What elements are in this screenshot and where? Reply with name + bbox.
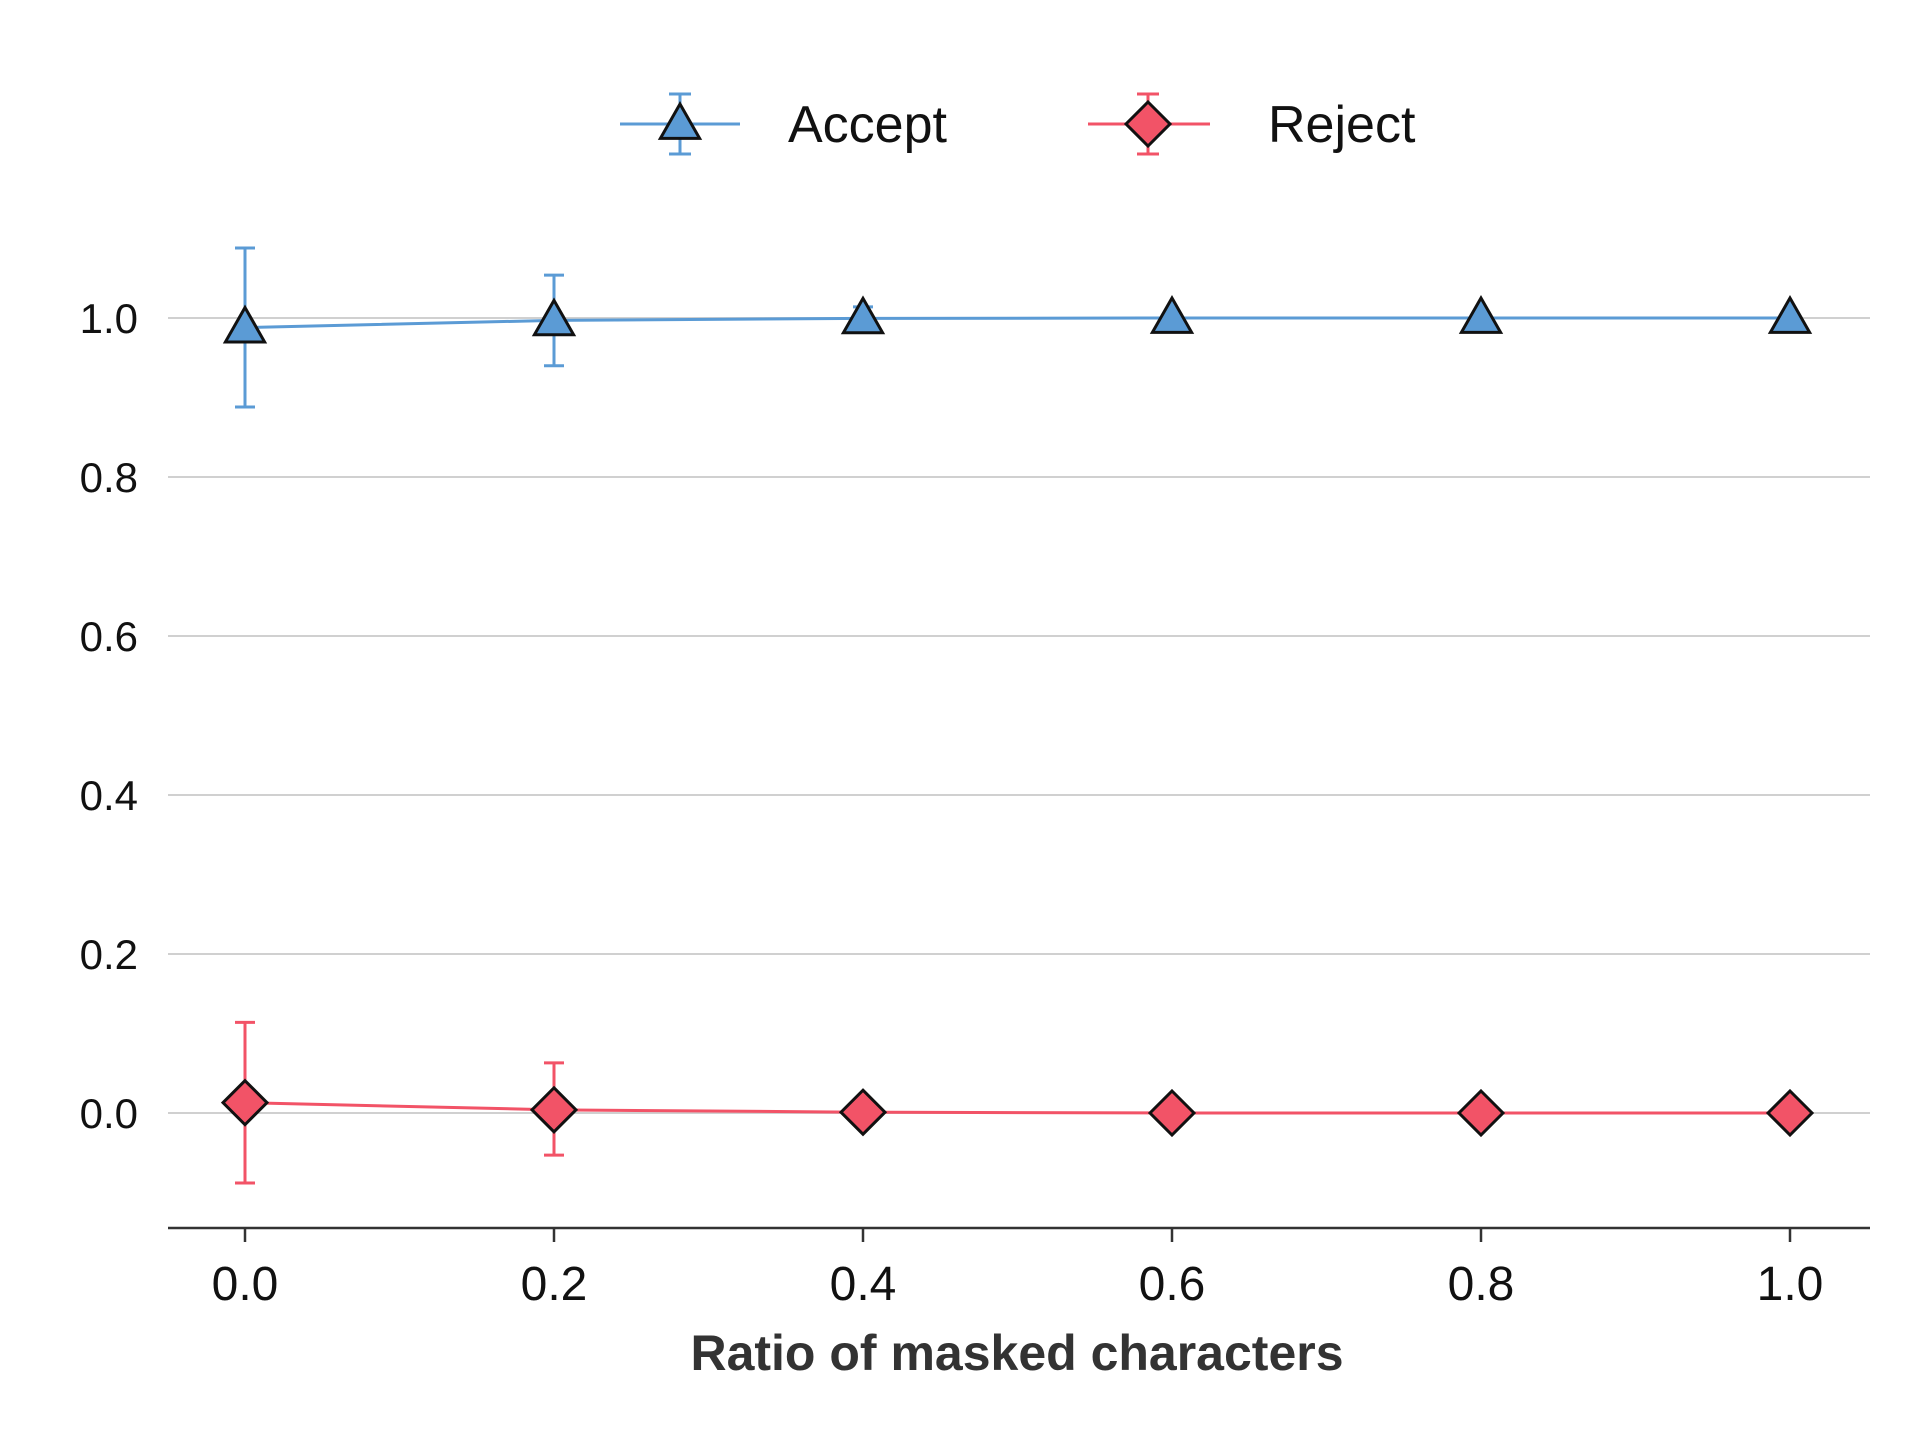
data-point-reject bbox=[220, 1078, 270, 1127]
grid-lines bbox=[168, 317, 1870, 1114]
y-tick-label: 0.2 bbox=[80, 931, 138, 978]
legend-label-accept: Accept bbox=[788, 96, 948, 154]
legend-item-reject: Reject bbox=[1088, 92, 1416, 156]
data-point-accept bbox=[1149, 294, 1195, 334]
legend-marker bbox=[657, 100, 703, 140]
x-tick-label: 0.0 bbox=[212, 1258, 279, 1311]
data-point-reject bbox=[1456, 1088, 1506, 1138]
data-point-reject bbox=[1147, 1088, 1197, 1138]
series-line-reject bbox=[244, 1101, 1790, 1115]
x-tick-label: 0.2 bbox=[521, 1258, 588, 1311]
data-point-accept bbox=[1767, 294, 1813, 334]
x-tick-label: 0.6 bbox=[1139, 1258, 1206, 1311]
x-axis-title: Ratio of masked characters bbox=[690, 1325, 1343, 1381]
x-axis-ticks: 0.0 0.2 0.4 0.6 0.8 1.0 bbox=[212, 1228, 1824, 1311]
y-tick-label: 0.6 bbox=[80, 613, 138, 660]
series-accept bbox=[222, 246, 1813, 409]
data-point-accept bbox=[1458, 294, 1504, 334]
y-tick-label: 0.4 bbox=[80, 772, 138, 819]
x-tick-label: 0.4 bbox=[830, 1258, 897, 1311]
series-line-accept bbox=[244, 316, 1790, 330]
series-reject bbox=[220, 1020, 1815, 1185]
y-tick-label: 0.0 bbox=[80, 1090, 138, 1137]
data-point-reject bbox=[1765, 1088, 1815, 1138]
legend-marker bbox=[1123, 99, 1173, 149]
data-point-accept bbox=[222, 304, 268, 344]
y-axis-ticks: 0.0 0.2 0.4 0.6 0.8 1.0 bbox=[80, 295, 138, 1137]
data-point-reject bbox=[838, 1088, 888, 1137]
legend: Accept Reject bbox=[620, 92, 1416, 156]
data-point-accept bbox=[840, 295, 886, 335]
legend-item-accept: Accept bbox=[620, 92, 948, 156]
x-tick-label: 0.8 bbox=[1448, 1258, 1515, 1311]
legend-label-reject: Reject bbox=[1268, 96, 1416, 154]
data-point-reject bbox=[529, 1085, 579, 1134]
y-tick-label: 0.8 bbox=[80, 454, 138, 501]
plot-series bbox=[220, 246, 1815, 1185]
x-tick-label: 1.0 bbox=[1757, 1258, 1824, 1311]
y-tick-label: 1.0 bbox=[80, 295, 138, 342]
data-point-accept bbox=[531, 297, 577, 337]
